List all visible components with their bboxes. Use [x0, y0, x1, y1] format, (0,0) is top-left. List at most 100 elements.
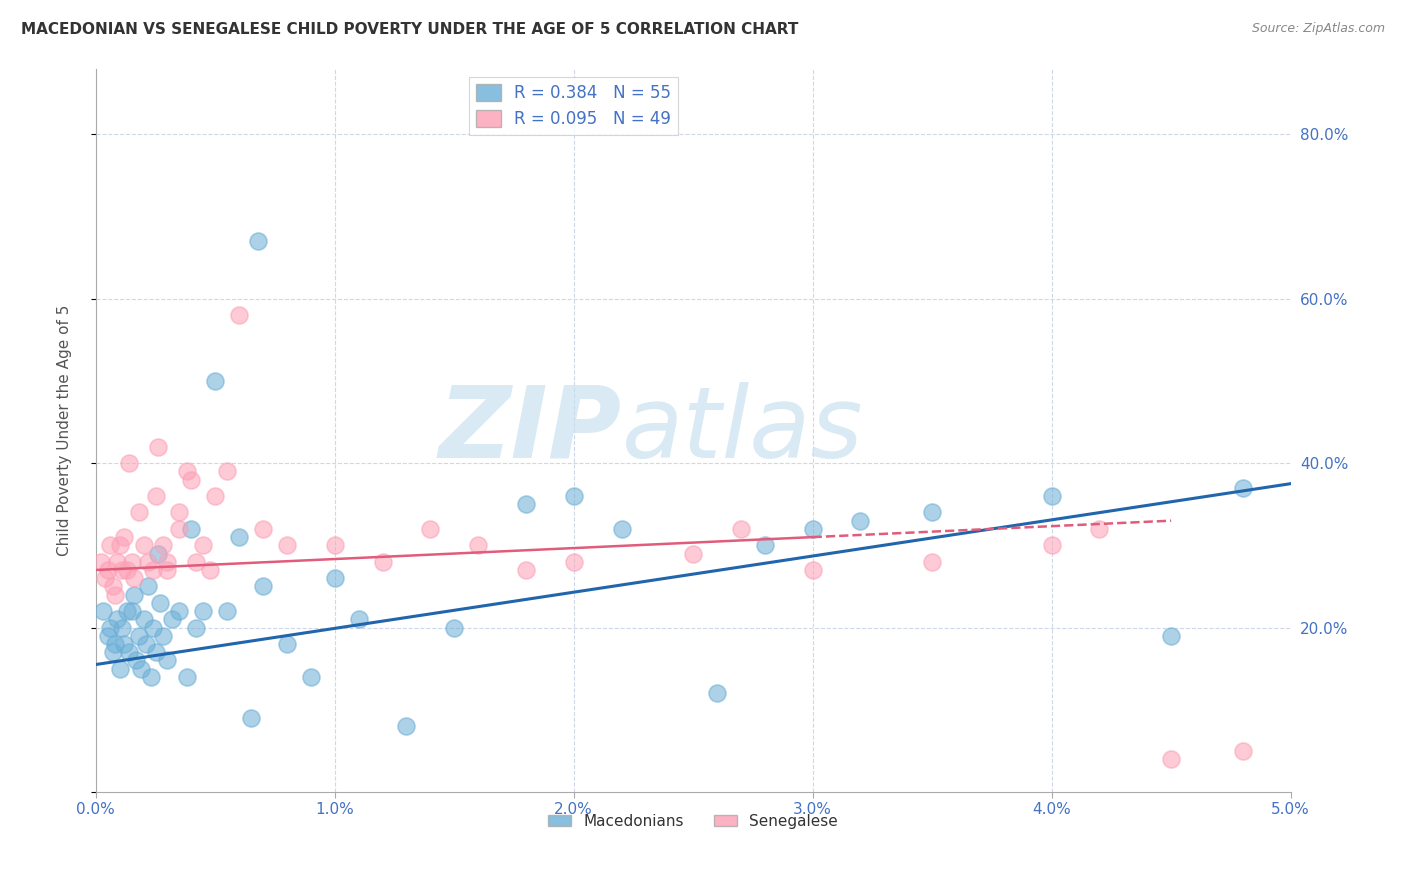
- Point: [801, 563, 824, 577]
- Point: [204, 374, 226, 388]
- Point: [152, 629, 174, 643]
- Point: [162, 612, 184, 626]
- Point: [169, 505, 191, 519]
- Point: [1160, 752, 1182, 766]
- Point: [138, 579, 160, 593]
- Point: [247, 234, 270, 248]
- Point: [101, 645, 124, 659]
- Point: [122, 571, 145, 585]
- Point: [114, 637, 136, 651]
- Point: [1088, 522, 1111, 536]
- Point: [1160, 629, 1182, 643]
- Point: [156, 563, 179, 577]
- Point: [121, 604, 143, 618]
- Point: [91, 604, 114, 618]
- Point: [1040, 489, 1063, 503]
- Point: [562, 555, 585, 569]
- Point: [240, 711, 263, 725]
- Point: [108, 662, 131, 676]
- Point: [111, 563, 134, 577]
- Point: [323, 538, 346, 552]
- Point: [706, 686, 728, 700]
- Point: [921, 505, 943, 519]
- Point: [323, 571, 346, 585]
- Point: [139, 670, 162, 684]
- Point: [180, 522, 202, 536]
- Point: [105, 612, 128, 626]
- Point: [443, 621, 465, 635]
- Point: [90, 555, 112, 569]
- Point: [122, 588, 145, 602]
- Point: [204, 489, 226, 503]
- Point: [1232, 481, 1254, 495]
- Point: [156, 555, 179, 569]
- Point: [115, 563, 138, 577]
- Point: [101, 579, 124, 593]
- Point: [125, 653, 148, 667]
- Point: [98, 621, 121, 635]
- Point: [193, 538, 215, 552]
- Point: [97, 629, 120, 643]
- Point: [146, 547, 169, 561]
- Text: atlas: atlas: [621, 382, 863, 479]
- Point: [104, 637, 127, 651]
- Point: [142, 563, 165, 577]
- Point: [118, 456, 141, 470]
- Point: [94, 571, 117, 585]
- Point: [129, 662, 152, 676]
- Point: [276, 538, 298, 552]
- Point: [515, 497, 537, 511]
- Point: [156, 653, 179, 667]
- Text: ZIP: ZIP: [439, 382, 621, 479]
- Point: [193, 604, 215, 618]
- Point: [146, 440, 169, 454]
- Point: [730, 522, 752, 536]
- Point: [682, 547, 704, 561]
- Point: [169, 522, 191, 536]
- Point: [138, 555, 160, 569]
- Point: [200, 563, 222, 577]
- Point: [169, 604, 191, 618]
- Point: [114, 530, 136, 544]
- Point: [754, 538, 776, 552]
- Point: [186, 555, 208, 569]
- Point: [921, 555, 943, 569]
- Point: [467, 538, 489, 552]
- Point: [515, 563, 537, 577]
- Point: [562, 489, 585, 503]
- Point: [115, 604, 138, 618]
- Point: [610, 522, 633, 536]
- Text: Source: ZipAtlas.com: Source: ZipAtlas.com: [1251, 22, 1385, 36]
- Point: [152, 538, 174, 552]
- Point: [98, 538, 121, 552]
- Point: [105, 555, 128, 569]
- Point: [176, 670, 198, 684]
- Point: [132, 538, 155, 552]
- Point: [145, 645, 167, 659]
- Point: [371, 555, 394, 569]
- Point: [252, 579, 274, 593]
- Point: [228, 308, 250, 322]
- Point: [419, 522, 441, 536]
- Point: [180, 473, 202, 487]
- Point: [252, 522, 274, 536]
- Point: [176, 464, 198, 478]
- Legend: Macedonians, Senegalese: Macedonians, Senegalese: [543, 808, 845, 835]
- Point: [128, 629, 150, 643]
- Point: [395, 719, 418, 733]
- Point: [186, 621, 208, 635]
- Point: [132, 612, 155, 626]
- Point: [118, 645, 141, 659]
- Point: [104, 588, 127, 602]
- Point: [108, 538, 131, 552]
- Point: [228, 530, 250, 544]
- Point: [299, 670, 322, 684]
- Point: [128, 505, 150, 519]
- Point: [347, 612, 370, 626]
- Text: MACEDONIAN VS SENEGALESE CHILD POVERTY UNDER THE AGE OF 5 CORRELATION CHART: MACEDONIAN VS SENEGALESE CHILD POVERTY U…: [21, 22, 799, 37]
- Point: [801, 522, 824, 536]
- Point: [149, 596, 172, 610]
- Point: [145, 489, 167, 503]
- Point: [849, 514, 872, 528]
- Y-axis label: Child Poverty Under the Age of 5: Child Poverty Under the Age of 5: [58, 304, 72, 556]
